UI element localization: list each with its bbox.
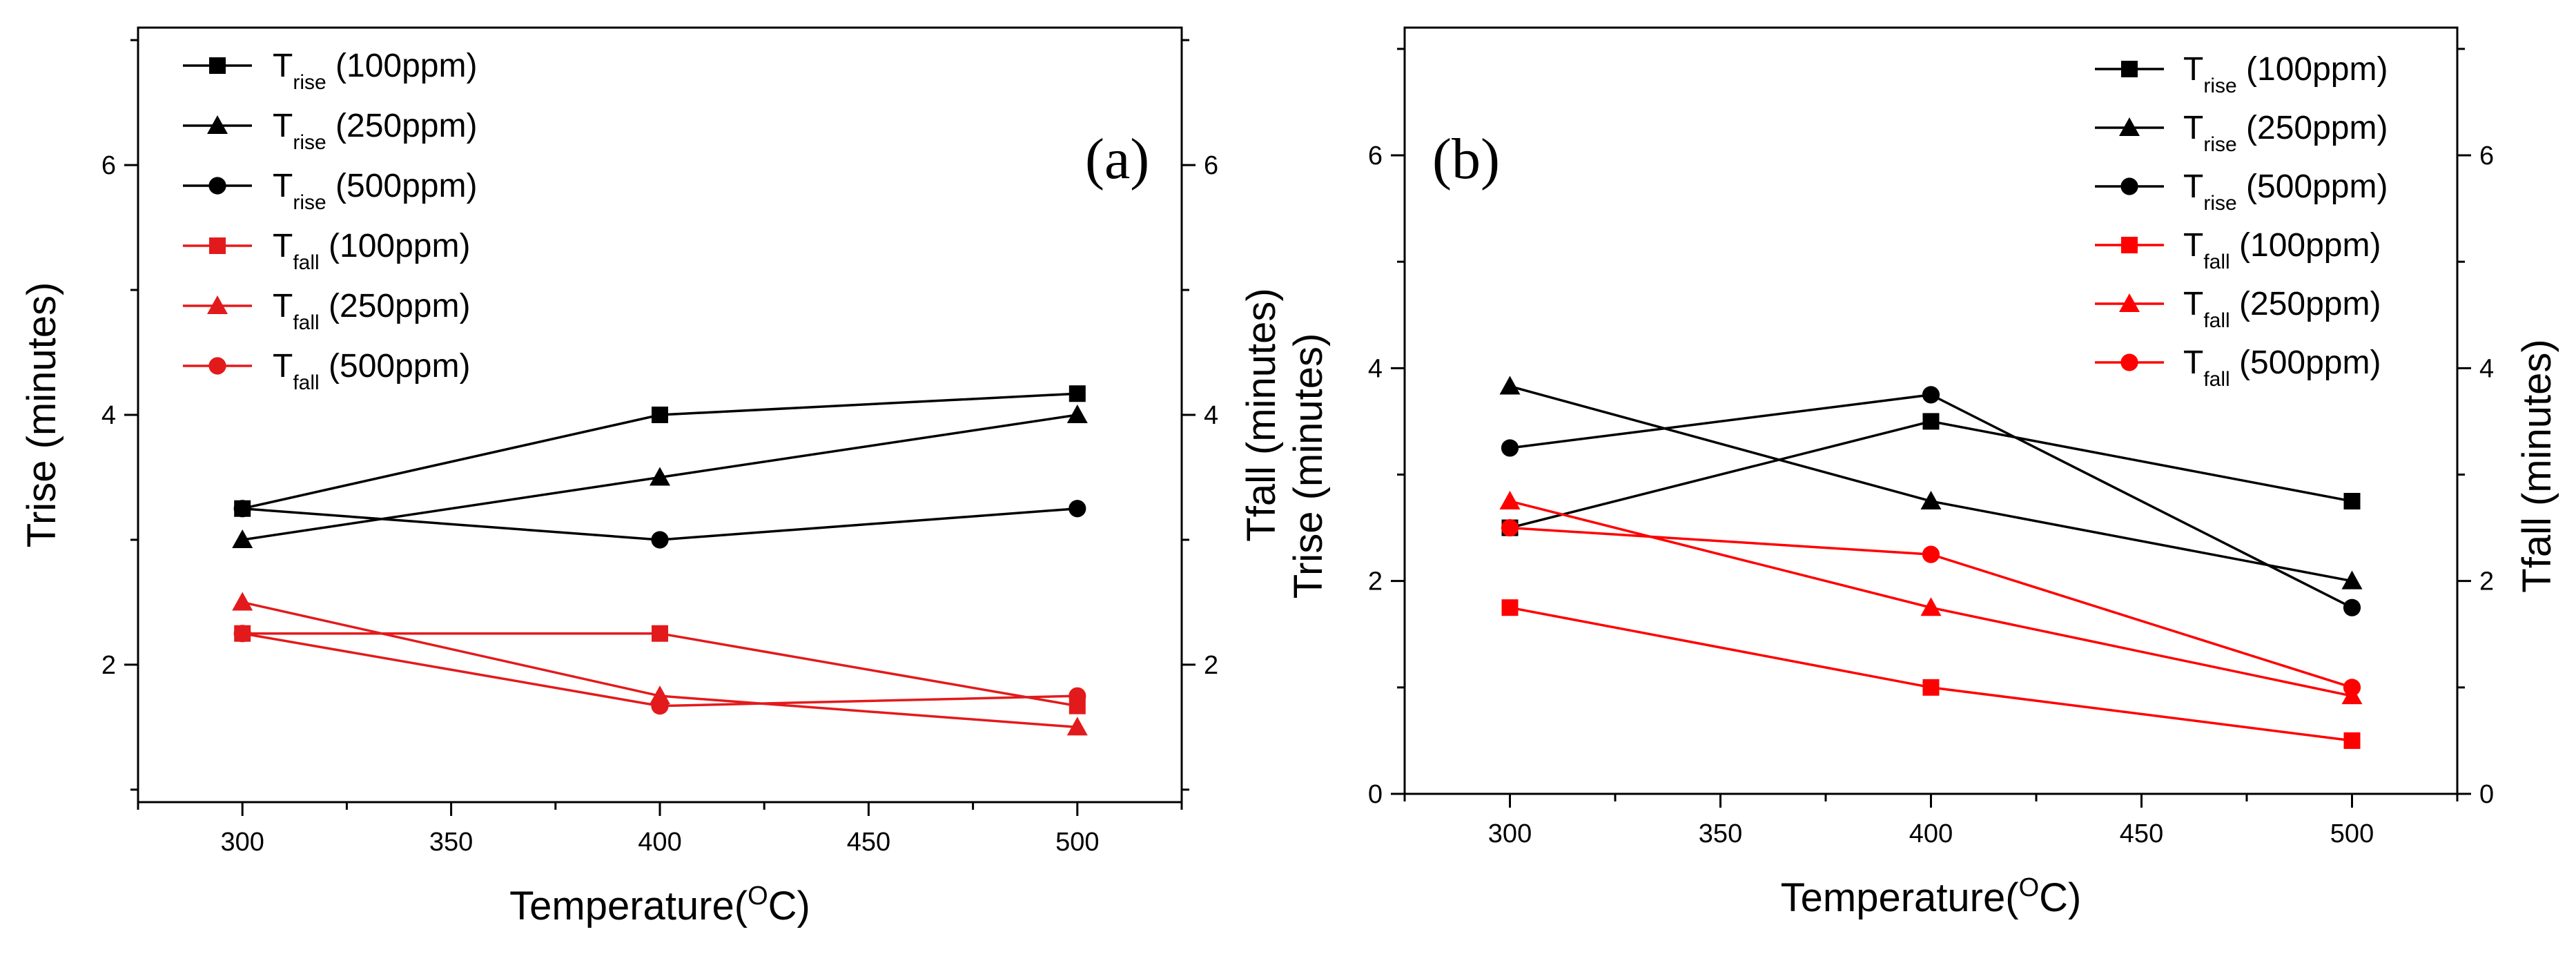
data-point-fall-5 <box>2343 679 2361 697</box>
data-point-rise-1 <box>1066 405 1088 423</box>
y-right-tick-label: 6 <box>2479 142 2494 171</box>
legend-label: Trise (100ppm) <box>2183 51 2388 97</box>
data-point-rise-2 <box>233 500 251 518</box>
data-point-fall-5 <box>1501 518 1519 537</box>
legend-label: Trise (250ppm) <box>273 108 477 154</box>
legend-marker <box>209 57 226 74</box>
data-point-fall-5 <box>651 697 669 715</box>
data-point-rise-0 <box>2343 493 2361 510</box>
data-point-fall-5 <box>1069 687 1086 705</box>
data-point-rise-0 <box>1069 385 1086 402</box>
y-left-tick-label: 0 <box>1368 780 1383 809</box>
data-point-rise-0 <box>1922 413 1940 430</box>
legend-marker <box>2121 237 2138 253</box>
legend-label: Tfall (100ppm) <box>273 228 470 274</box>
data-point-rise-2 <box>1069 500 1086 518</box>
legend-label: Trise (100ppm) <box>273 48 477 94</box>
panel-label: (b) <box>1432 127 1500 191</box>
legend-label: Trise (500ppm) <box>273 168 477 214</box>
legend-marker <box>2121 61 2138 77</box>
data-point-fall-4 <box>232 592 253 611</box>
data-point-fall-4 <box>1499 491 1521 510</box>
series-line-rise-0 <box>1510 420 2352 529</box>
y-right-tick-label: 6 <box>1204 151 1218 180</box>
y-left-tick-label: 2 <box>1368 567 1383 596</box>
x-tick-label: 450 <box>847 828 890 857</box>
data-point-rise-1 <box>232 529 253 548</box>
x-tick-label: 450 <box>2120 819 2163 848</box>
x-axis-title: Temperature(OC) <box>1781 873 2082 920</box>
legend-marker <box>208 357 226 375</box>
data-point-rise-1 <box>1920 491 1942 510</box>
data-point-fall-3 <box>652 625 668 642</box>
y-right-tick-label: 2 <box>1204 651 1218 680</box>
series-line-fall-3 <box>1510 606 2352 742</box>
legend-marker <box>208 177 226 195</box>
x-tick-label: 350 <box>1699 819 1742 848</box>
legend-label: Tfall (500ppm) <box>2183 344 2381 391</box>
x-tick-label: 300 <box>220 828 264 857</box>
legend-marker <box>2119 117 2140 136</box>
data-point-fall-5 <box>1922 545 1940 563</box>
legend-marker <box>207 115 228 134</box>
y-left-axis-title: Trise (minutes) <box>1286 333 1331 599</box>
x-tick-label: 350 <box>429 828 473 857</box>
legend-label: Tfall (250ppm) <box>2183 286 2381 332</box>
y-left-tick-label: 6 <box>1368 142 1383 171</box>
legend-marker <box>2120 353 2138 371</box>
legend-label: Tfall (250ppm) <box>273 288 470 334</box>
x-tick-label: 400 <box>1909 819 1953 848</box>
data-point-rise-1 <box>1499 376 1521 395</box>
y-right-tick-label: 4 <box>1204 401 1218 430</box>
y-left-tick-label: 2 <box>101 651 116 680</box>
data-point-rise-2 <box>651 531 669 549</box>
y-left-tick-label: 4 <box>1368 354 1383 383</box>
x-tick-label: 300 <box>1488 819 1532 848</box>
x-tick-label: 500 <box>1055 828 1099 857</box>
panel-b: 300 350 400 450 500 0 0 2 2 4 4 6 6 Temperature(OC) Tr… <box>1286 26 2559 920</box>
legend-label: Tfall (500ppm) <box>273 348 470 394</box>
y-left-tick-label: 4 <box>101 401 116 430</box>
data-point-rise-1 <box>2341 570 2363 590</box>
data-point-rise-0 <box>652 407 668 423</box>
panel-a: 300 350 400 450 500 2 2 4 4 6 6 Temperature(OC) Tris… <box>19 26 1284 928</box>
y-left-axis-title: Trise (minutes) <box>19 282 64 548</box>
y-right-tick-label: 2 <box>2479 567 2494 596</box>
x-tick-label: 500 <box>2330 819 2374 848</box>
x-tick-label: 400 <box>638 828 681 857</box>
legend-marker <box>2119 293 2140 312</box>
y-right-tick-label: 0 <box>2479 780 2494 809</box>
legend-label: Trise (250ppm) <box>2183 110 2388 156</box>
y-left-tick-label: 6 <box>101 151 116 180</box>
legend-marker <box>207 295 228 314</box>
legend-label: Trise (500ppm) <box>2183 168 2388 215</box>
x-axis-title: Temperature(OC) <box>509 882 810 928</box>
data-point-fall-3 <box>1501 599 1519 616</box>
data-point-fall-4 <box>1066 717 1088 736</box>
data-point-fall-3 <box>2343 732 2361 749</box>
data-point-rise-2 <box>2343 598 2361 616</box>
legend-marker <box>2120 177 2138 195</box>
data-point-fall-5 <box>233 625 251 643</box>
y-right-tick-label: 4 <box>2479 354 2494 383</box>
data-point-fall-4 <box>1920 597 1942 616</box>
legend-marker <box>209 237 226 254</box>
data-point-rise-1 <box>650 467 670 486</box>
y-right-axis-title: Tfall (minutes) <box>1239 288 1284 541</box>
data-point-rise-2 <box>1922 386 1940 404</box>
data-point-rise-2 <box>1501 439 1519 457</box>
panel-label: (a) <box>1085 127 1149 191</box>
data-point-fall-3 <box>1922 679 1940 696</box>
legend-label: Tfall (100ppm) <box>2183 227 2381 273</box>
y-right-axis-title: Tfall (minutes) <box>2515 339 2559 592</box>
